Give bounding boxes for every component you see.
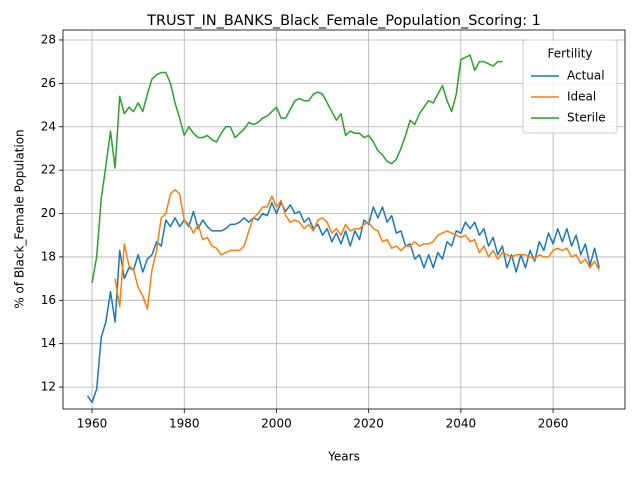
line-layer bbox=[86, 54, 600, 404]
y-tick-label: 14 bbox=[41, 336, 56, 350]
y-tick-label: 28 bbox=[41, 32, 56, 46]
data-line bbox=[86, 201, 600, 404]
y-axis-label: % of Black_Female Population bbox=[13, 129, 27, 308]
x-axis-label: Years bbox=[327, 450, 360, 464]
y-tick-label: 20 bbox=[41, 206, 56, 220]
data-line bbox=[114, 188, 600, 310]
y-tick-label: 24 bbox=[41, 119, 56, 133]
x-tick-label: 2020 bbox=[353, 417, 384, 431]
data-line bbox=[91, 54, 503, 284]
x-tick-label: 2060 bbox=[538, 417, 569, 431]
chart-title: TRUST_IN_BANKS_Black_Female_Population_S… bbox=[146, 13, 541, 29]
y-tick-label: 18 bbox=[41, 249, 56, 263]
y-tick-label: 26 bbox=[41, 76, 56, 90]
x-tick-label: 1960 bbox=[77, 417, 108, 431]
legend-title: Fertility bbox=[547, 47, 592, 61]
legend-label: Ideal bbox=[567, 90, 596, 104]
legend: Fertility Actual Ideal Sterile bbox=[522, 39, 618, 134]
legend-label: Sterile bbox=[567, 111, 606, 125]
plot-frame bbox=[62, 29, 626, 410]
legend-box bbox=[522, 39, 618, 134]
legend-label: Actual bbox=[567, 69, 605, 83]
x-tick-label: 2000 bbox=[261, 417, 292, 431]
y-tick-label: 16 bbox=[41, 293, 56, 307]
y-tick-label: 12 bbox=[41, 380, 56, 394]
x-tick-label: 2040 bbox=[446, 417, 477, 431]
x-tick-label: 1980 bbox=[169, 417, 200, 431]
y-tick-label: 22 bbox=[41, 163, 56, 177]
